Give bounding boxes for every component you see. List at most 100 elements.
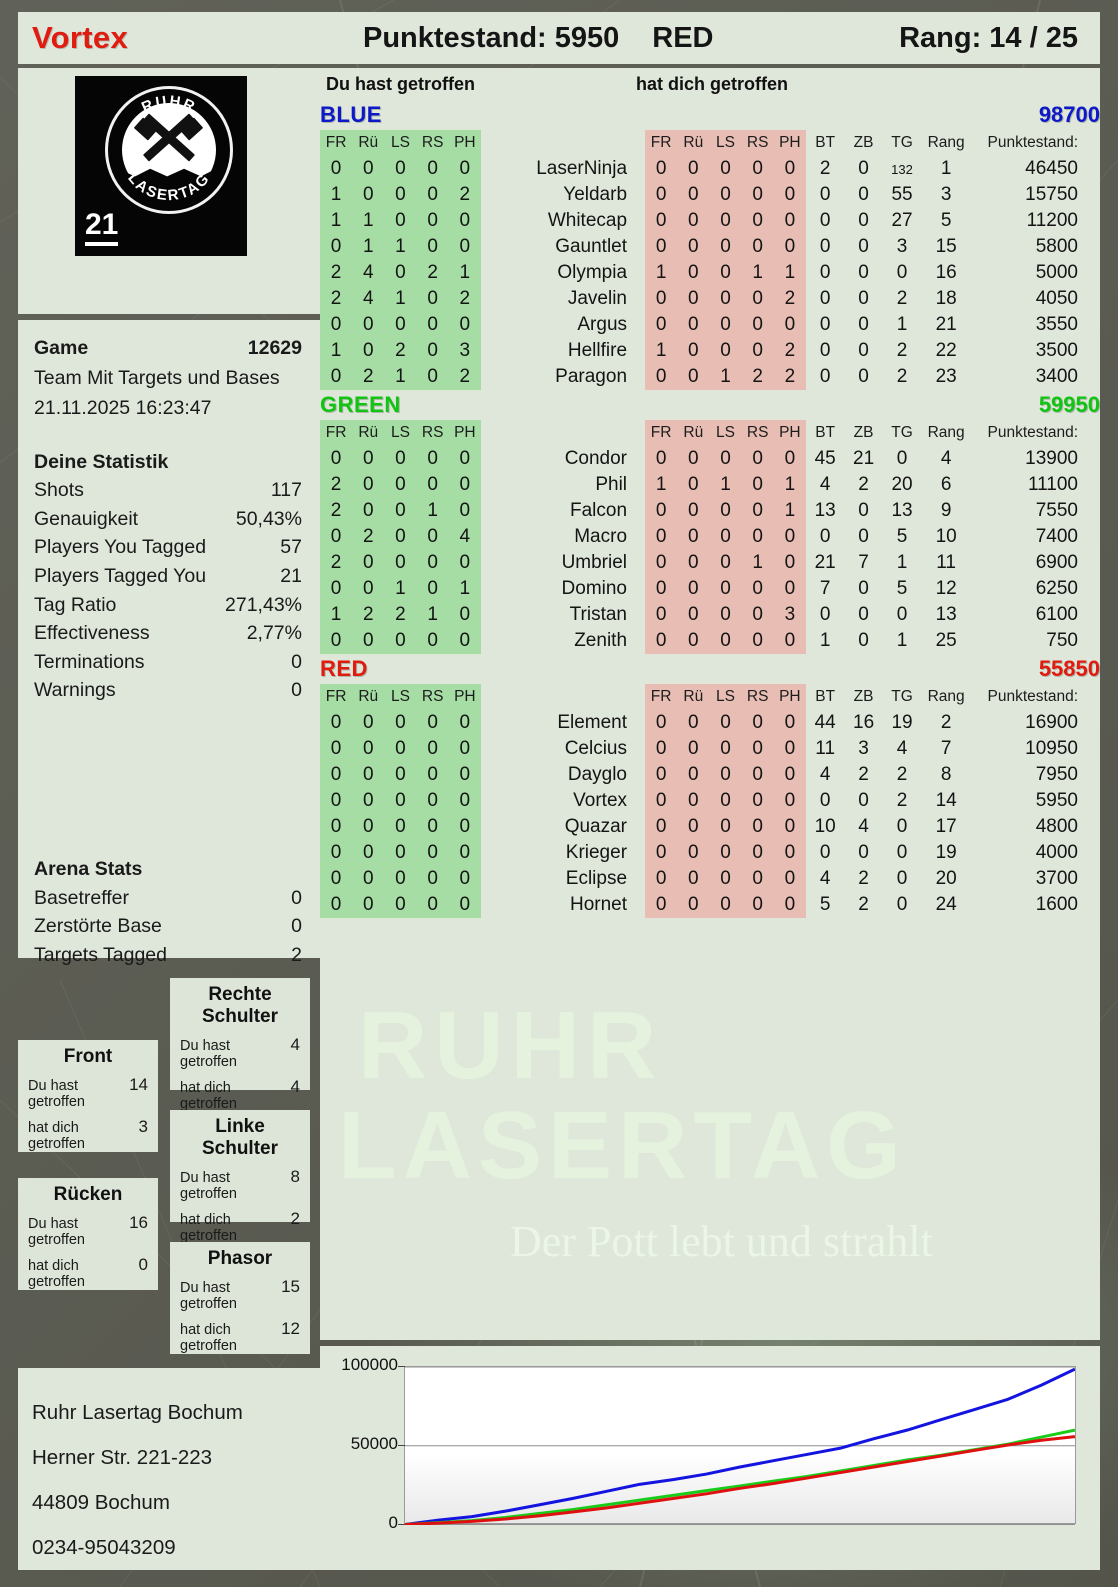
cell-them-PH: 0: [773, 762, 806, 788]
cell-punktestand: 15750: [1025, 184, 1078, 205]
cell-them-FR: 0: [645, 762, 678, 788]
table-row[interactable]: 0 0 0 0 0 Element 0 0 0 0 0 44 16 19 2 16900: [320, 710, 1100, 736]
cell-them-RS: 0: [741, 312, 774, 338]
cell-them-FR: 0: [645, 286, 678, 312]
table-row[interactable]: 1 0 2 0 3 Hellfire 1 0 0 0 2 0 0 2 22 3500: [320, 338, 1100, 364]
table-row[interactable]: 0 2 1 0 2 Paragon 0 0 1 2 2 0 0 2 23 3400: [320, 364, 1100, 390]
cell-you-RS: 0: [416, 312, 449, 338]
cell-you-Rü: 2: [352, 364, 385, 390]
game-id: 12629: [247, 337, 302, 359]
team-column-header-row: FR Rü LS RS PH FR Rü LS RS PH BT ZB TG Rang Punktestan…: [320, 420, 1100, 446]
game-datetime: 21.11.2025 16:23:47: [34, 397, 212, 420]
table-row[interactable]: 1 0 0 0 2 Yeldarb 0 0 0 0 0 0 0 55 3 15750: [320, 182, 1100, 208]
cell-them-Rü: 0: [677, 182, 710, 208]
col-header-them-RS: RS: [741, 130, 774, 156]
cell-them-Rü: 0: [677, 312, 710, 338]
player-stat-value: 57: [280, 536, 302, 559]
cell-them-FR: 1: [645, 472, 678, 498]
cell-them-LS: 0: [709, 550, 742, 576]
table-row[interactable]: 0 0 0 0 0 Celcius 0 0 0 0 0 11 3 4 7 10950: [320, 736, 1100, 762]
cell-them-RS: 0: [741, 788, 774, 814]
table-row[interactable]: 1 1 0 0 0 Whitecap 0 0 0 0 0 0 0 27 5 11200: [320, 208, 1100, 234]
table-row[interactable]: 1 2 2 1 0 Tristan 0 0 0 0 3 0 0 0 13 6100: [320, 602, 1100, 628]
cell-you-LS: 1: [384, 286, 417, 312]
table-row[interactable]: 0 0 0 0 0 Quazar 0 0 0 0 0 10 4 0 17 4800: [320, 814, 1100, 840]
table-row[interactable]: 2 4 1 0 2 Javelin 0 0 0 0 2 0 0 2 18 4050: [320, 286, 1100, 312]
table-row[interactable]: 0 0 0 0 0 Zenith 0 0 0 0 0 1 0 1 25 750: [320, 628, 1100, 654]
cell-them-PH: 0: [773, 446, 806, 472]
cell-punktestand: 7550: [1035, 500, 1078, 521]
cell-you-RS: 0: [416, 814, 449, 840]
cell-zb: 0: [858, 340, 869, 361]
cell-them-PH: 1: [773, 498, 806, 524]
table-row[interactable]: 0 0 0 0 0 Dayglo 0 0 0 0 0 4 2 2 8 7950: [320, 762, 1100, 788]
col-header-punktestand: Punktestand:: [987, 134, 1078, 151]
cell-player-name: Eclipse: [565, 868, 628, 889]
col-header-them-Rü: Rü: [677, 420, 710, 446]
cell-rang: 5: [940, 210, 952, 231]
player-stat-value: 271,43%: [225, 593, 302, 616]
col-header-punktestand: Punktestand:: [987, 688, 1078, 705]
table-row[interactable]: 2 0 0 0 0 Umbriel 0 0 0 1 0 21 7 1 11 6900: [320, 550, 1100, 576]
table-row[interactable]: 2 0 0 0 0 Phil 1 0 1 0 1 4 2 20 6 11100: [320, 472, 1100, 498]
table-row[interactable]: 0 0 0 0 0 Eclipse 0 0 0 0 0 4 2 0 20 3700: [320, 866, 1100, 892]
cell-you-FR: 0: [320, 312, 353, 338]
col-header-name: [481, 420, 645, 446]
cell-zb: 2: [858, 868, 869, 889]
bodypart-you-value: 15: [281, 1277, 300, 1296]
cell-you-FR: 0: [320, 524, 353, 550]
table-row[interactable]: 2 4 0 2 1 Olympia 1 0 0 1 1 0 0 0 16 5000: [320, 260, 1100, 286]
cell-bt: 7: [819, 578, 831, 599]
chart-y-tick-label: 50000: [350, 1434, 398, 1453]
cell-them-FR: 0: [645, 840, 678, 866]
cell-you-FR: 2: [320, 472, 353, 498]
cell-them-Rü: 0: [677, 234, 710, 260]
cell-tg: 13: [891, 500, 913, 521]
table-row[interactable]: 0 0 0 0 0 Krieger 0 0 0 0 0 0 0 0 19 4000: [320, 840, 1100, 866]
cell-you-RS: 2: [416, 260, 449, 286]
cell-bt: 4: [819, 764, 831, 785]
chart-y-tick: [398, 1524, 405, 1525]
cell-bt: 5: [819, 894, 831, 915]
table-row[interactable]: 0 2 0 0 4 Macro 0 0 0 0 0 0 0 5 10 7400: [320, 524, 1100, 550]
cell-you-Rü: 2: [352, 602, 385, 628]
cell-punktestand: 750: [1046, 630, 1078, 651]
cell-them-LS: 0: [709, 338, 742, 364]
cell-punktestand: 4800: [1035, 816, 1078, 837]
chart-lines: [405, 1367, 1075, 1525]
cell-you-RS: 0: [416, 208, 449, 234]
cell-you-Rü: 0: [352, 182, 385, 208]
col-header-them-FR: FR: [645, 130, 678, 156]
chart-line-red: [405, 1437, 1075, 1525]
col-header-them-PH: PH: [773, 130, 806, 156]
cell-rang: 8: [940, 764, 952, 785]
cell-you-PH: 2: [448, 364, 481, 390]
cell-bt: 0: [819, 314, 831, 335]
table-row[interactable]: 0 0 0 0 0 Argus 0 0 0 0 0 0 0 1 21 3550: [320, 312, 1100, 338]
cell-bt: 2: [819, 158, 831, 179]
table-row[interactable]: 0 0 0 0 0 Hornet 0 0 0 0 0 5 2 0 24 1600: [320, 892, 1100, 918]
cell-them-Rü: 0: [677, 892, 710, 918]
table-row[interactable]: 0 0 0 0 0 Condor 0 0 0 0 0 45 21 0 4 13900: [320, 446, 1100, 472]
bodypart-them-row: hat dich getroffen 12: [180, 1319, 300, 1354]
table-row[interactable]: 0 0 1 0 1 Domino 0 0 0 0 0 7 0 5 12 6250: [320, 576, 1100, 602]
cell-them-RS: 0: [741, 892, 774, 918]
table-row[interactable]: 0 0 0 0 0 Vortex 0 0 0 0 0 0 0 2 14 5950: [320, 788, 1100, 814]
cell-punktestand: 10950: [1025, 738, 1078, 759]
cell-them-RS: 0: [741, 208, 774, 234]
player-stat-row: Effectiveness 2,77%: [34, 619, 302, 648]
cell-rang: 14: [935, 790, 957, 811]
game-label: Game: [34, 337, 89, 359]
table-row[interactable]: 2 0 0 1 0 Falcon 0 0 0 0 1 13 0 13 9 7550: [320, 498, 1100, 524]
bodypart-them-label: hat dich getroffen: [180, 1212, 237, 1244]
table-row[interactable]: 0 1 1 0 0 Gauntlet 0 0 0 0 0 0 0 3 15 5800: [320, 234, 1100, 260]
cell-them-RS: 0: [741, 762, 774, 788]
table-row[interactable]: 0 0 0 0 0 LaserNinja 0 0 0 0 0 2 0 132 1 46450: [320, 156, 1100, 182]
cell-zb: 0: [858, 500, 869, 521]
ruhr-lasertag-logo: RUHR LASERTAG 21: [75, 76, 247, 256]
cell-you-Rü: 4: [352, 260, 385, 286]
cell-you-PH: 1: [448, 260, 481, 286]
col-header-them-RS: RS: [741, 420, 774, 446]
cell-you-PH: 0: [448, 498, 481, 524]
